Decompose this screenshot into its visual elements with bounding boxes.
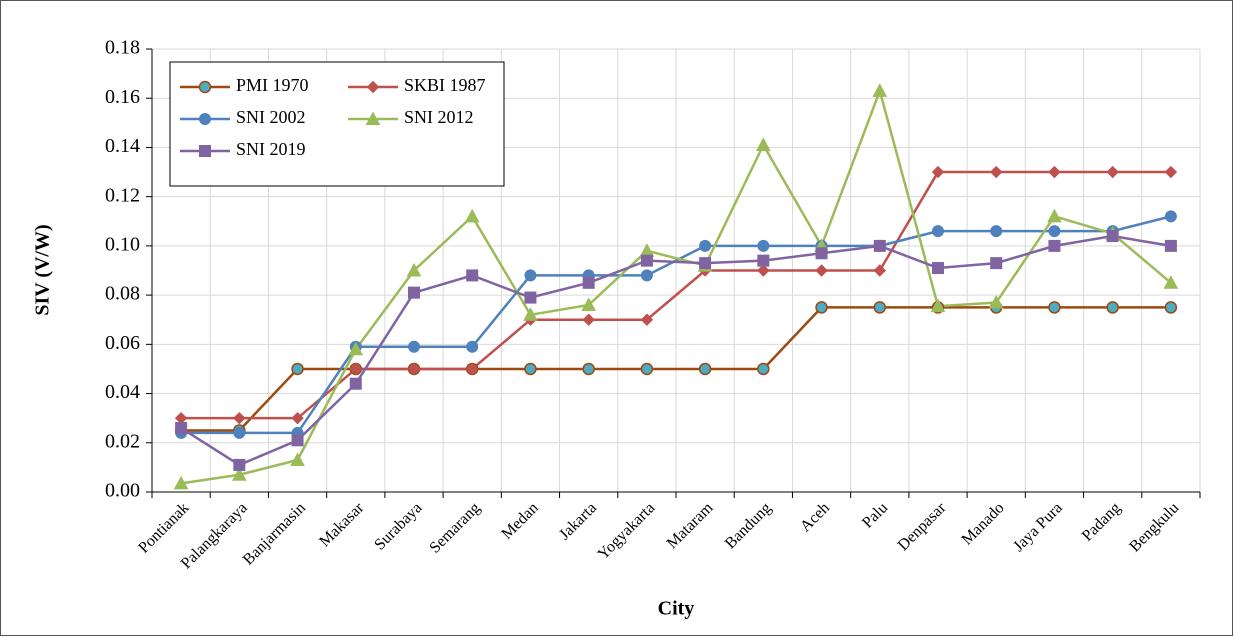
data-point <box>1164 301 1178 314</box>
data-point <box>1106 301 1119 314</box>
data-point <box>873 301 887 314</box>
data-point <box>291 362 304 376</box>
x-axis-title: City <box>658 598 695 620</box>
data-point <box>872 83 888 97</box>
data-point <box>932 225 944 238</box>
data-point <box>582 313 595 326</box>
data-point <box>757 264 770 277</box>
data-point <box>349 377 362 390</box>
data-point <box>464 208 480 223</box>
y-tick-label: 0.14 <box>105 135 140 157</box>
data-point <box>698 362 712 376</box>
legend-marker <box>365 111 381 125</box>
data-point <box>173 475 189 490</box>
data-point <box>757 239 770 252</box>
data-point <box>815 301 828 314</box>
data-point <box>233 458 246 471</box>
data-point <box>233 426 246 439</box>
data-point <box>988 294 1004 309</box>
data-point <box>990 257 1003 270</box>
data-point <box>757 254 770 267</box>
data-point <box>175 422 188 435</box>
data-point <box>699 239 712 252</box>
y-tick-label: 0.18 <box>105 37 140 59</box>
data-point <box>582 362 595 376</box>
data-point <box>1106 230 1119 243</box>
legend-marker <box>199 113 211 125</box>
data-point <box>1106 165 1119 179</box>
data-point <box>873 264 886 277</box>
data-point <box>699 257 712 270</box>
data-point <box>1164 165 1178 179</box>
series-line <box>181 170 1171 420</box>
data-point <box>523 307 538 321</box>
legend-marker <box>366 80 380 94</box>
data-point <box>466 340 479 353</box>
data-point <box>1048 165 1061 179</box>
data-point <box>231 467 247 481</box>
data-point <box>1048 239 1061 252</box>
data-point <box>1163 275 1179 289</box>
data-point <box>640 269 653 282</box>
data-point <box>755 137 771 151</box>
data-point <box>990 225 1003 238</box>
data-point <box>233 411 246 425</box>
data-point <box>408 340 420 353</box>
legend-marker <box>199 145 211 157</box>
y-tick-label: 0.12 <box>105 184 140 206</box>
data-point <box>990 165 1003 179</box>
data-point <box>1047 208 1062 223</box>
legend-label: SNI 2002 <box>236 107 306 127</box>
data-point <box>930 298 946 313</box>
data-point <box>466 362 479 376</box>
y-tick-label: 0.02 <box>105 430 140 452</box>
data-point <box>524 269 537 282</box>
data-point <box>1048 301 1061 314</box>
data-point <box>406 262 422 277</box>
series-line <box>180 234 1172 467</box>
data-point <box>582 276 595 289</box>
data-point <box>408 286 420 299</box>
data-point <box>873 239 886 252</box>
data-point <box>524 291 537 304</box>
data-point <box>1164 239 1177 252</box>
data-point <box>581 297 597 311</box>
data-point <box>290 452 305 467</box>
data-point <box>640 362 654 376</box>
data-point <box>1164 210 1177 223</box>
data-point <box>757 362 770 376</box>
data-point <box>815 247 828 260</box>
data-point <box>291 411 304 425</box>
data-point <box>932 262 944 275</box>
y-tick-label: 0.16 <box>105 86 140 108</box>
y-tick-label: 0.10 <box>105 233 140 255</box>
legend-box <box>169 61 505 187</box>
data-point <box>1048 225 1061 238</box>
data-point <box>348 341 364 356</box>
data-point <box>466 269 479 282</box>
data-point <box>524 362 537 376</box>
data-point <box>291 434 304 447</box>
y-tick-label: 0.08 <box>105 283 140 305</box>
legend: PMI 1970 SKBI 1987 SNI 2002 SNI 2012 SNI 201… <box>169 61 505 187</box>
series-line <box>180 86 1172 485</box>
legend-label: SNI 2012 <box>404 107 474 127</box>
data-point <box>931 165 945 179</box>
y-tick-label: 0.00 <box>105 480 140 502</box>
legend-label: PMI 1970 <box>236 75 309 95</box>
legend-marker <box>198 80 212 94</box>
legend-label: SKBI 1987 <box>404 75 486 95</box>
y-tick-label: 0.06 <box>105 332 140 354</box>
y-tick-label: 0.04 <box>105 381 140 403</box>
data-point <box>815 264 828 277</box>
y-axis-title: SIV (V/W) <box>32 224 54 315</box>
legend-label: SNI 2019 <box>236 139 306 159</box>
data-point <box>349 362 362 376</box>
data-point <box>640 313 654 326</box>
data-point <box>640 254 653 267</box>
data-point <box>407 362 421 376</box>
